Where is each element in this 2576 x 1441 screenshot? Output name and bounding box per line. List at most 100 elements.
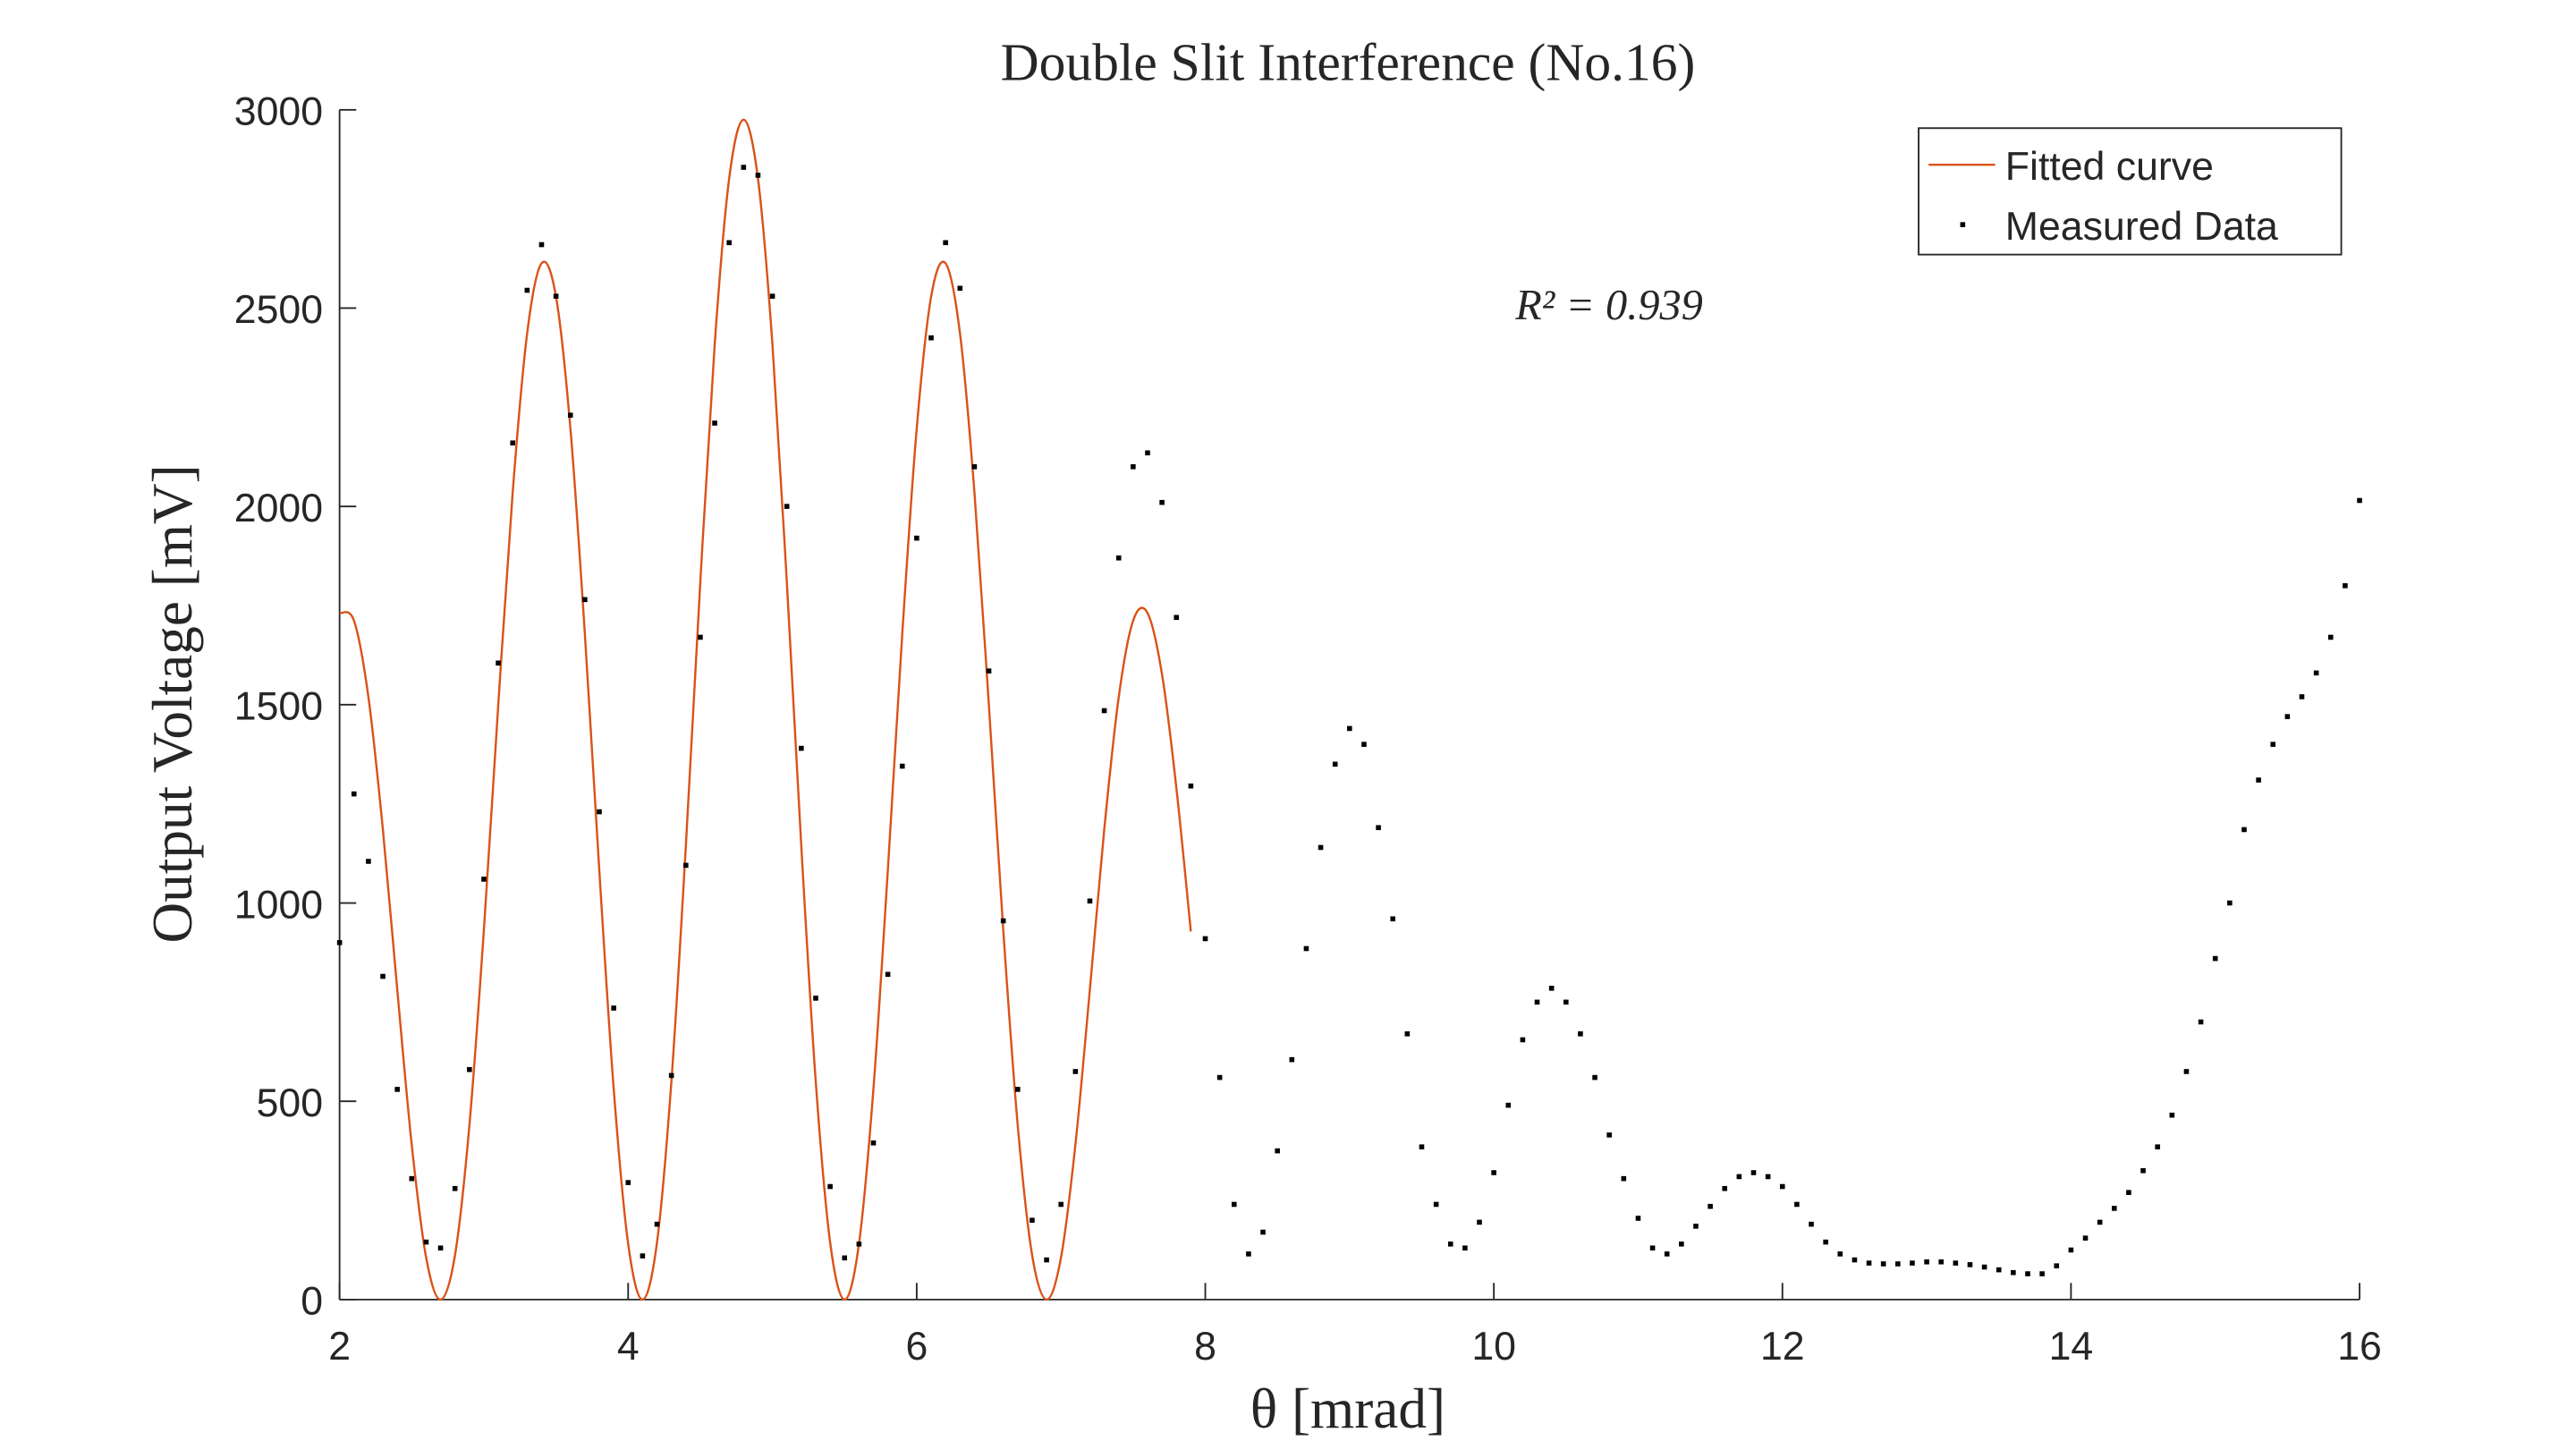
data-point bbox=[813, 996, 818, 1001]
data-point bbox=[1433, 1201, 1439, 1208]
data-point bbox=[1462, 1245, 1468, 1251]
data-point bbox=[741, 165, 747, 170]
y-tick-label: 0 bbox=[301, 1280, 323, 1324]
data-point bbox=[1505, 1102, 1512, 1108]
data-point bbox=[870, 1140, 877, 1146]
data-point bbox=[423, 1239, 429, 1245]
data-point bbox=[2256, 777, 2261, 783]
data-point bbox=[640, 1253, 646, 1259]
x-tick-label: 4 bbox=[617, 1325, 640, 1369]
y-tick-label: 1000 bbox=[234, 883, 323, 927]
y-tick-label: 2000 bbox=[234, 487, 323, 530]
data-point bbox=[1621, 1175, 1627, 1182]
data-point bbox=[1318, 844, 1324, 851]
data-point bbox=[1361, 742, 1367, 747]
data-point bbox=[597, 809, 602, 815]
data-point bbox=[481, 877, 487, 882]
data-point bbox=[1924, 1259, 1929, 1265]
data-point bbox=[1101, 708, 1107, 714]
y-tick-label: 3000 bbox=[234, 90, 323, 134]
annotation: R² = 0.939 bbox=[1514, 282, 1703, 329]
y-tick-label: 500 bbox=[257, 1081, 323, 1125]
data-point bbox=[1809, 1221, 1814, 1227]
data-point bbox=[1938, 1259, 1945, 1265]
data-point bbox=[567, 412, 573, 418]
data-point bbox=[366, 859, 371, 864]
data-point bbox=[1015, 1087, 1021, 1092]
data-point bbox=[1275, 1148, 1280, 1154]
data-point bbox=[799, 745, 804, 751]
data-point bbox=[409, 1175, 415, 1182]
data-point bbox=[1707, 1203, 1713, 1209]
data-point bbox=[1260, 1229, 1266, 1235]
y-tick-label: 1500 bbox=[234, 685, 323, 729]
data-point bbox=[712, 420, 717, 426]
data-point bbox=[1996, 1267, 2002, 1273]
x-tick-label: 2 bbox=[328, 1325, 351, 1369]
data-point bbox=[394, 1087, 400, 1092]
data-point bbox=[1087, 898, 1093, 904]
data-point bbox=[1202, 936, 1208, 942]
data-point bbox=[1895, 1261, 1901, 1267]
x-tick-label: 16 bbox=[2337, 1325, 2382, 1369]
data-point bbox=[1404, 1031, 1411, 1037]
data-point bbox=[654, 1221, 660, 1227]
y-tick-label: 2500 bbox=[234, 288, 323, 332]
data-point bbox=[899, 763, 905, 769]
data-point bbox=[1765, 1174, 1771, 1180]
data-point bbox=[2169, 1112, 2175, 1118]
legend-box bbox=[1918, 127, 2343, 256]
data-point bbox=[1131, 464, 1136, 470]
data-point bbox=[2155, 1144, 2160, 1149]
data-point bbox=[957, 285, 963, 292]
data-point bbox=[698, 634, 703, 640]
data-point bbox=[2111, 1206, 2117, 1211]
data-point bbox=[683, 862, 689, 869]
data-point bbox=[1967, 1262, 1973, 1267]
data-point bbox=[1981, 1264, 1987, 1270]
data-point bbox=[1520, 1037, 1526, 1043]
data-point bbox=[1852, 1257, 1858, 1263]
data-point bbox=[1491, 1170, 1496, 1175]
data-point bbox=[1750, 1170, 1757, 1175]
data-point bbox=[2082, 1235, 2089, 1241]
data-point bbox=[726, 240, 732, 246]
x-tick-label: 12 bbox=[1760, 1325, 1805, 1369]
data-point bbox=[2227, 900, 2233, 906]
data-point bbox=[2054, 1263, 2060, 1268]
data-point bbox=[827, 1183, 833, 1190]
data-point bbox=[1332, 761, 1338, 767]
data-point bbox=[1722, 1185, 1728, 1191]
x-tick-label: 10 bbox=[1471, 1325, 1516, 1369]
data-point bbox=[1592, 1074, 1597, 1081]
data-point bbox=[769, 293, 775, 299]
data-point bbox=[1246, 1251, 1251, 1257]
data-point bbox=[1145, 450, 1150, 456]
data-point bbox=[1447, 1242, 1453, 1247]
data-point bbox=[1419, 1144, 1425, 1149]
data-point bbox=[2025, 1271, 2030, 1276]
data-point bbox=[2327, 634, 2334, 640]
data-point bbox=[1072, 1069, 1079, 1074]
data-point bbox=[928, 335, 934, 341]
data-point bbox=[1635, 1216, 1641, 1221]
data-point bbox=[1534, 999, 1540, 1005]
data-point bbox=[2212, 955, 2218, 962]
data-point bbox=[496, 660, 501, 666]
data-point bbox=[784, 504, 790, 509]
x-tick-label: 8 bbox=[1194, 1325, 1216, 1369]
data-point bbox=[1115, 555, 1122, 561]
data-point bbox=[1664, 1251, 1670, 1257]
data-point bbox=[2198, 1019, 2204, 1025]
fit-line bbox=[339, 118, 1192, 1301]
data-point bbox=[971, 464, 978, 470]
data-point bbox=[336, 940, 343, 945]
data-point bbox=[1347, 725, 1352, 732]
data-point bbox=[755, 173, 761, 178]
data-point bbox=[1303, 945, 1309, 952]
data-point bbox=[524, 287, 530, 293]
x-tick-label: 6 bbox=[905, 1325, 928, 1369]
data-point bbox=[2039, 1271, 2045, 1276]
